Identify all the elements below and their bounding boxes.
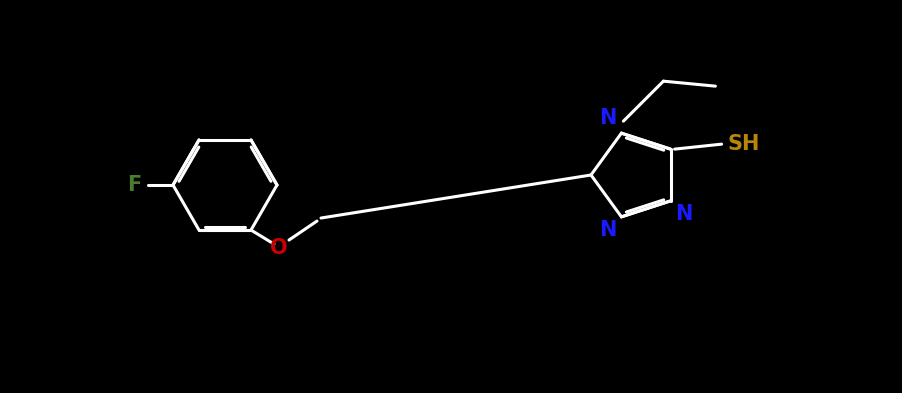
Text: N: N — [598, 220, 616, 240]
Text: SH: SH — [727, 134, 759, 154]
Text: N: N — [675, 204, 692, 224]
Text: F: F — [126, 175, 141, 195]
Text: N: N — [598, 108, 616, 128]
Text: O: O — [270, 238, 288, 258]
